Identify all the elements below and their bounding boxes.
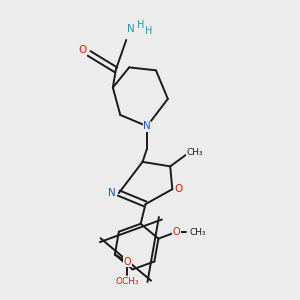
Text: H: H xyxy=(146,26,153,36)
Text: N: N xyxy=(143,121,151,131)
Text: N: N xyxy=(108,188,116,198)
Text: N: N xyxy=(127,24,135,34)
Text: OCH₃: OCH₃ xyxy=(116,277,139,286)
Text: CH₃: CH₃ xyxy=(187,148,203,157)
Text: O: O xyxy=(175,184,183,194)
Text: H: H xyxy=(137,20,145,30)
Text: O: O xyxy=(172,227,180,237)
Text: CH₃: CH₃ xyxy=(190,228,207,237)
Text: O: O xyxy=(78,45,87,56)
Text: O: O xyxy=(124,257,131,267)
